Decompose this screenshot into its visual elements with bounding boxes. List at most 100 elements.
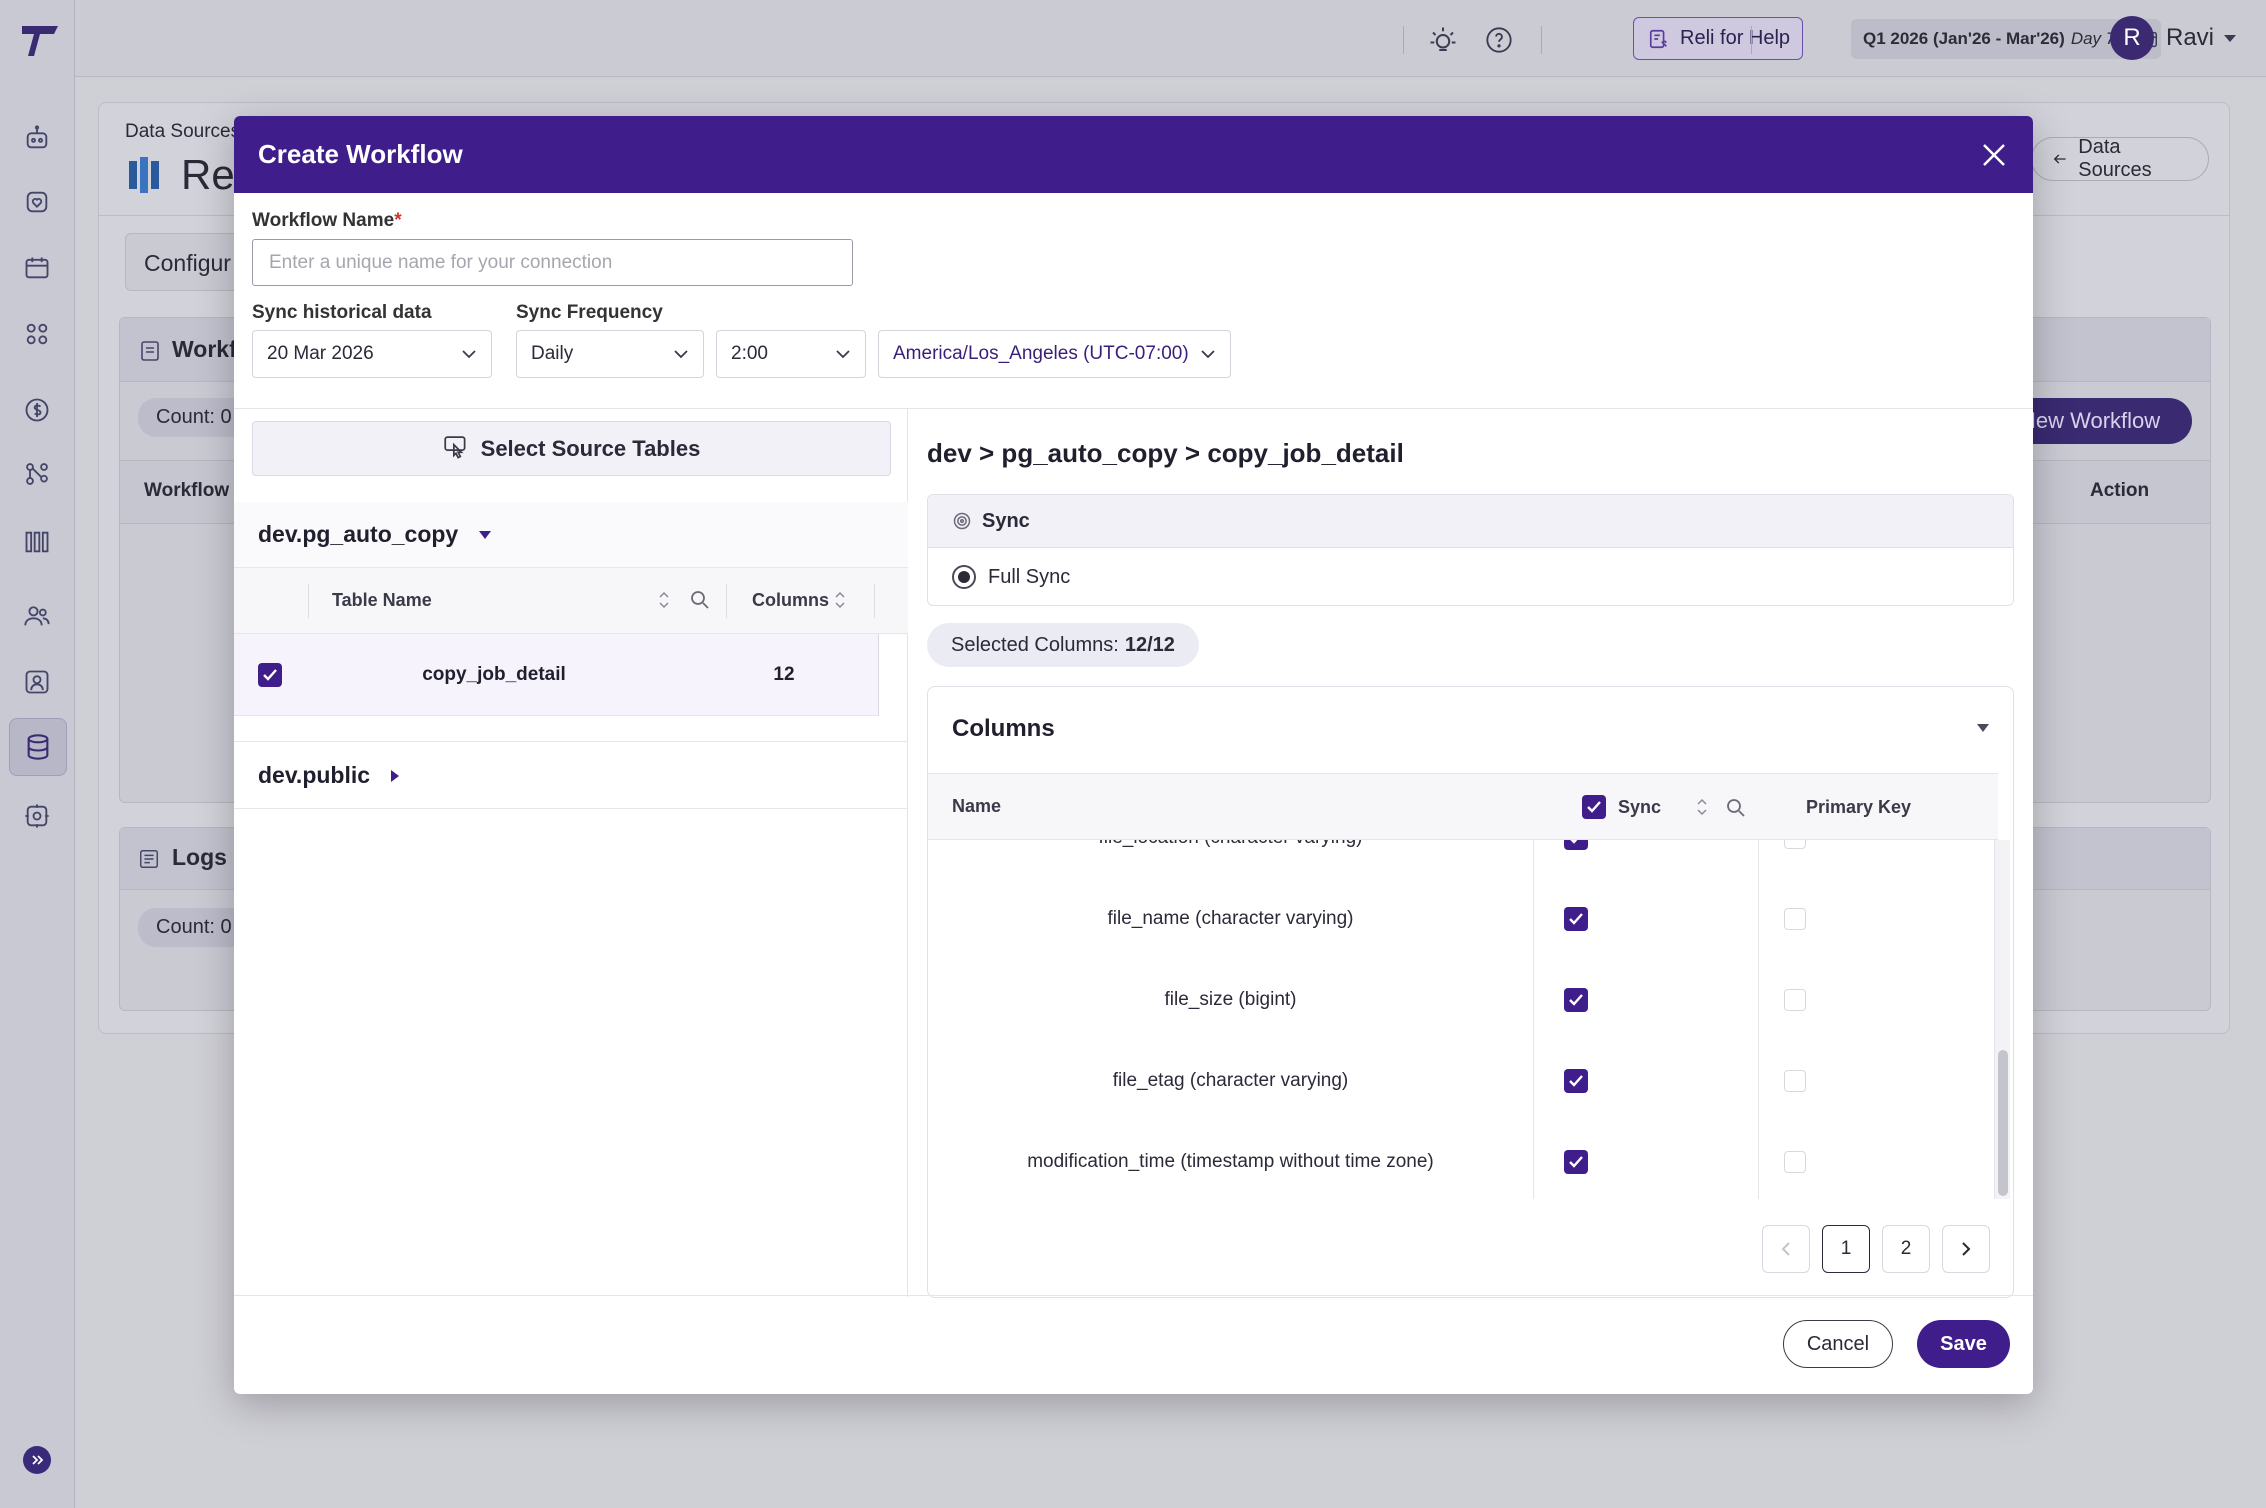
theme-toggle-icon[interactable] [1427, 24, 1459, 56]
radio-button[interactable] [952, 565, 976, 589]
search-icon[interactable] [1726, 798, 1746, 818]
calendar-icon[interactable] [17, 248, 57, 288]
users-icon[interactable] [17, 596, 57, 636]
select-source-tables-label: Select Source Tables [480, 435, 701, 461]
schema-name: dev.pg_auto_copy [258, 521, 459, 547]
app-logo[interactable] [20, 22, 60, 58]
page-1-button[interactable]: 1 [1822, 1225, 1870, 1273]
caret-down-icon [479, 530, 492, 539]
column-name: file_name (character varying) [1107, 908, 1354, 929]
table-row: file_size (bigint) [928, 959, 1988, 1040]
expand-sidebar-icon[interactable] [23, 1446, 51, 1474]
spacer [234, 716, 908, 742]
settings-icon[interactable] [17, 796, 57, 836]
chevron-down-icon[interactable] [2223, 34, 2237, 44]
table-row[interactable]: copy_job_detail 12 [234, 634, 879, 716]
table-row-checkbox[interactable] [258, 663, 282, 687]
sort-icon[interactable] [658, 590, 670, 610]
sync-checkbox[interactable] [1564, 988, 1588, 1012]
reli-icon [1649, 29, 1667, 48]
close-icon[interactable] [1979, 140, 2009, 170]
user-name[interactable]: Ravi [2166, 24, 2215, 51]
sort-icon[interactable] [1696, 797, 1708, 817]
cancel-button[interactable]: Cancel [1783, 1320, 1893, 1368]
help-icon[interactable] [1483, 24, 1515, 56]
create-workflow-modal: Create Workflow Workflow Name* Sync hist… [234, 116, 2033, 1394]
timezone-value: America/Los_Angeles (UTC-07:00) [893, 343, 1189, 364]
sync-title: Sync [982, 509, 1030, 532]
modal-title: Create Workflow [258, 139, 463, 169]
primary-key-checkbox[interactable] [1784, 1151, 1806, 1173]
workflows-title: Workf [172, 336, 237, 362]
select-source-tables-button[interactable]: Select Source Tables [252, 421, 891, 476]
page-2-button[interactable]: 2 [1882, 1225, 1930, 1273]
back-to-data-sources-button[interactable]: Data Sources [2031, 136, 2209, 181]
sync-checkbox[interactable] [1564, 907, 1588, 931]
sync-frequency-label: Sync Frequency [516, 302, 663, 323]
divider [234, 1295, 2033, 1296]
selected-columns-label: Selected Columns: [951, 633, 1119, 656]
source-tables-pane: Select Source Tables dev.pg_auto_copy Ta… [234, 409, 908, 1297]
team-icon[interactable] [17, 662, 57, 702]
primary-key-checkbox[interactable] [1784, 840, 1806, 849]
sync-header: Sync [928, 495, 2013, 548]
columns-icon[interactable] [17, 522, 57, 562]
avatar[interactable]: R [2110, 16, 2154, 60]
shield-icon[interactable] [17, 182, 57, 222]
save-button[interactable]: Save [1917, 1320, 2010, 1368]
grid-icon[interactable] [17, 314, 57, 354]
tables-header: Table Name Columns [234, 568, 908, 634]
timezone-select[interactable]: America/Los_Angeles (UTC-07:00) [878, 330, 1231, 378]
chevron-down-icon [462, 350, 476, 359]
primary-key-checkbox[interactable] [1784, 1070, 1806, 1092]
full-sync-radio[interactable]: Full Sync [952, 565, 1070, 589]
frequency-select[interactable]: Daily [516, 330, 704, 378]
tab-configuration-label: Configur [144, 250, 231, 276]
bot-icon[interactable] [17, 118, 57, 158]
col-sync: Sync [1618, 797, 1662, 817]
table-row: modification_time (timestamp without tim… [928, 1121, 1988, 1199]
workflow-name-label-text: Workflow Name [252, 210, 395, 231]
database-icon[interactable] [9, 718, 67, 776]
sync-checkbox[interactable] [1564, 1150, 1588, 1174]
columns-scrollbar[interactable] [1994, 840, 2010, 1199]
col-columns: Columns [752, 590, 830, 610]
logs-icon [140, 850, 158, 868]
chevron-down-icon [836, 350, 850, 359]
primary-key-checkbox[interactable] [1784, 908, 1806, 930]
sync-all-checkbox[interactable] [1582, 795, 1606, 819]
sort-icon[interactable] [834, 590, 846, 610]
columns-table-header: Name Sync Primary Key [928, 773, 1998, 840]
divider [308, 584, 309, 618]
col-table-name: Table Name [332, 590, 432, 610]
prev-page-button[interactable] [1762, 1225, 1810, 1273]
flow-icon[interactable] [17, 454, 57, 494]
required-mark: * [394, 210, 402, 231]
chevron-down-icon [674, 350, 688, 359]
back-button-label: Data Sources [2078, 136, 2152, 181]
time-select[interactable]: 2:00 [716, 330, 866, 378]
divider [1758, 840, 1759, 1199]
full-sync-label: Full Sync [988, 565, 1071, 588]
primary-key-checkbox[interactable] [1784, 989, 1806, 1011]
table-breadcrumb: dev > pg_auto_copy > copy_job_detail [927, 438, 1404, 468]
sync-checkbox[interactable] [1564, 840, 1588, 850]
reli-help-button[interactable]: Reli for Help [1633, 17, 1803, 60]
columns-table-body: file_location (character varying) file_n… [928, 840, 1988, 1199]
schema-row[interactable]: dev.pg_auto_copy [234, 502, 908, 568]
next-page-button[interactable] [1942, 1225, 1990, 1273]
column-name: modification_time (timestamp without tim… [1027, 1151, 1434, 1172]
caret-down-icon[interactable] [1976, 723, 1990, 733]
table-row: file_location (character varying) [928, 840, 1988, 878]
reli-help-label: Reli for Help [1680, 27, 1791, 49]
divider [726, 584, 727, 618]
sync-historical-date-picker[interactable]: 20 Mar 2026 [252, 330, 492, 378]
workflow-name-input[interactable] [252, 239, 853, 286]
bg-breadcrumb[interactable]: Data Sources [125, 121, 241, 142]
scrollbar-thumb[interactable] [1998, 1050, 2008, 1196]
dollar-icon[interactable] [17, 390, 57, 430]
sync-checkbox[interactable] [1564, 1069, 1588, 1093]
search-icon[interactable] [690, 590, 710, 610]
schema-row[interactable]: dev.public [234, 743, 908, 809]
topbar: Reli for Help Q1 2026 (Jan'26 - Mar'26) … [75, 0, 2266, 77]
